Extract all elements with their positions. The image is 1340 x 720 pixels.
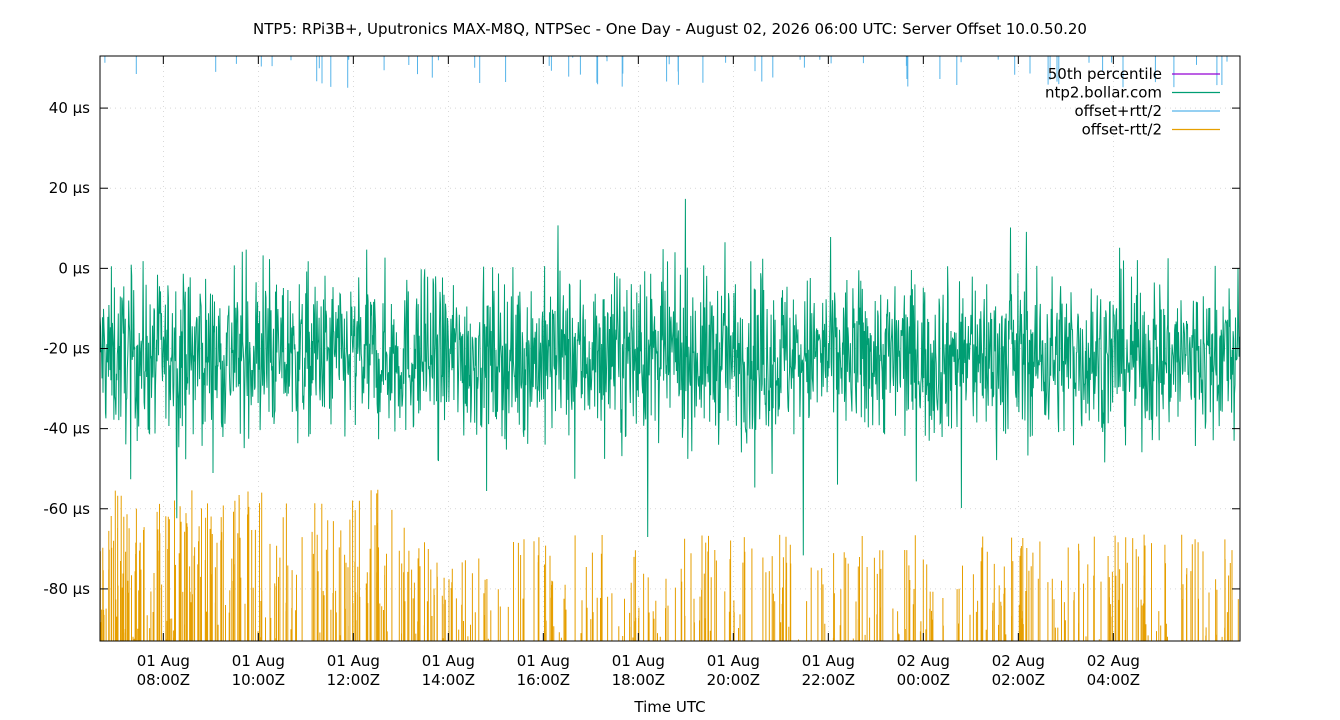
legend-entry-label: offset-rtt/2 bbox=[1082, 121, 1162, 139]
series-ntp2-bollar bbox=[100, 198, 1240, 556]
legend: 50th percentilentp2.bollar.comoffset+rtt… bbox=[1045, 65, 1220, 139]
x-tick-date: 01 Aug bbox=[327, 652, 380, 670]
y-tick-label: -80 µs bbox=[43, 580, 90, 598]
y-tick-label: 20 µs bbox=[49, 179, 90, 197]
x-tick-date: 01 Aug bbox=[422, 652, 475, 670]
x-tick-date: 01 Aug bbox=[802, 652, 855, 670]
legend-entry-label: ntp2.bollar.com bbox=[1045, 84, 1162, 102]
x-tick-date: 01 Aug bbox=[517, 652, 570, 670]
y-tick-label: -40 µs bbox=[43, 420, 90, 438]
series-offset-minus-rtt bbox=[100, 489, 1239, 641]
series-offset-plus-rtt bbox=[104, 56, 1228, 88]
x-tick-date: 02 Aug bbox=[1087, 652, 1140, 670]
x-tick-date: 01 Aug bbox=[137, 652, 190, 670]
y-tick-label: 0 µs bbox=[58, 259, 90, 277]
x-axis-label: Time UTC bbox=[633, 698, 705, 716]
x-tick-time: 14:00Z bbox=[422, 671, 476, 689]
x-tick-time: 12:00Z bbox=[327, 671, 381, 689]
x-tick-time: 20:00Z bbox=[707, 671, 761, 689]
x-tick-time: 16:00Z bbox=[517, 671, 571, 689]
x-tick-time: 10:00Z bbox=[232, 671, 286, 689]
y-tick-label: -60 µs bbox=[43, 500, 90, 518]
x-tick-date: 02 Aug bbox=[897, 652, 950, 670]
x-tick-date: 01 Aug bbox=[232, 652, 285, 670]
y-tick-label: -20 µs bbox=[43, 340, 90, 358]
chart-title: NTP5: RPi3B+, Uputronics MAX-M8Q, NTPSec… bbox=[253, 20, 1087, 38]
x-tick-time: 22:00Z bbox=[802, 671, 856, 689]
x-tick-time: 18:00Z bbox=[612, 671, 666, 689]
x-tick-time: 04:00Z bbox=[1087, 671, 1141, 689]
x-tick-date: 01 Aug bbox=[707, 652, 760, 670]
legend-entry-label: offset+rtt/2 bbox=[1074, 102, 1162, 120]
x-tick-date: 01 Aug bbox=[612, 652, 665, 670]
x-tick-time: 08:00Z bbox=[137, 671, 191, 689]
x-tick-date: 02 Aug bbox=[992, 652, 1045, 670]
x-tick-time: 02:00Z bbox=[992, 671, 1046, 689]
x-tick-time: 00:00Z bbox=[897, 671, 951, 689]
y-tick-label: 40 µs bbox=[49, 99, 90, 117]
y-axis: 40 µs 20 µs 0 µs -20 µs -40 µs -60 µs -80 µs bbox=[43, 99, 1240, 598]
legend-entry-label: 50th percentile bbox=[1048, 65, 1162, 83]
